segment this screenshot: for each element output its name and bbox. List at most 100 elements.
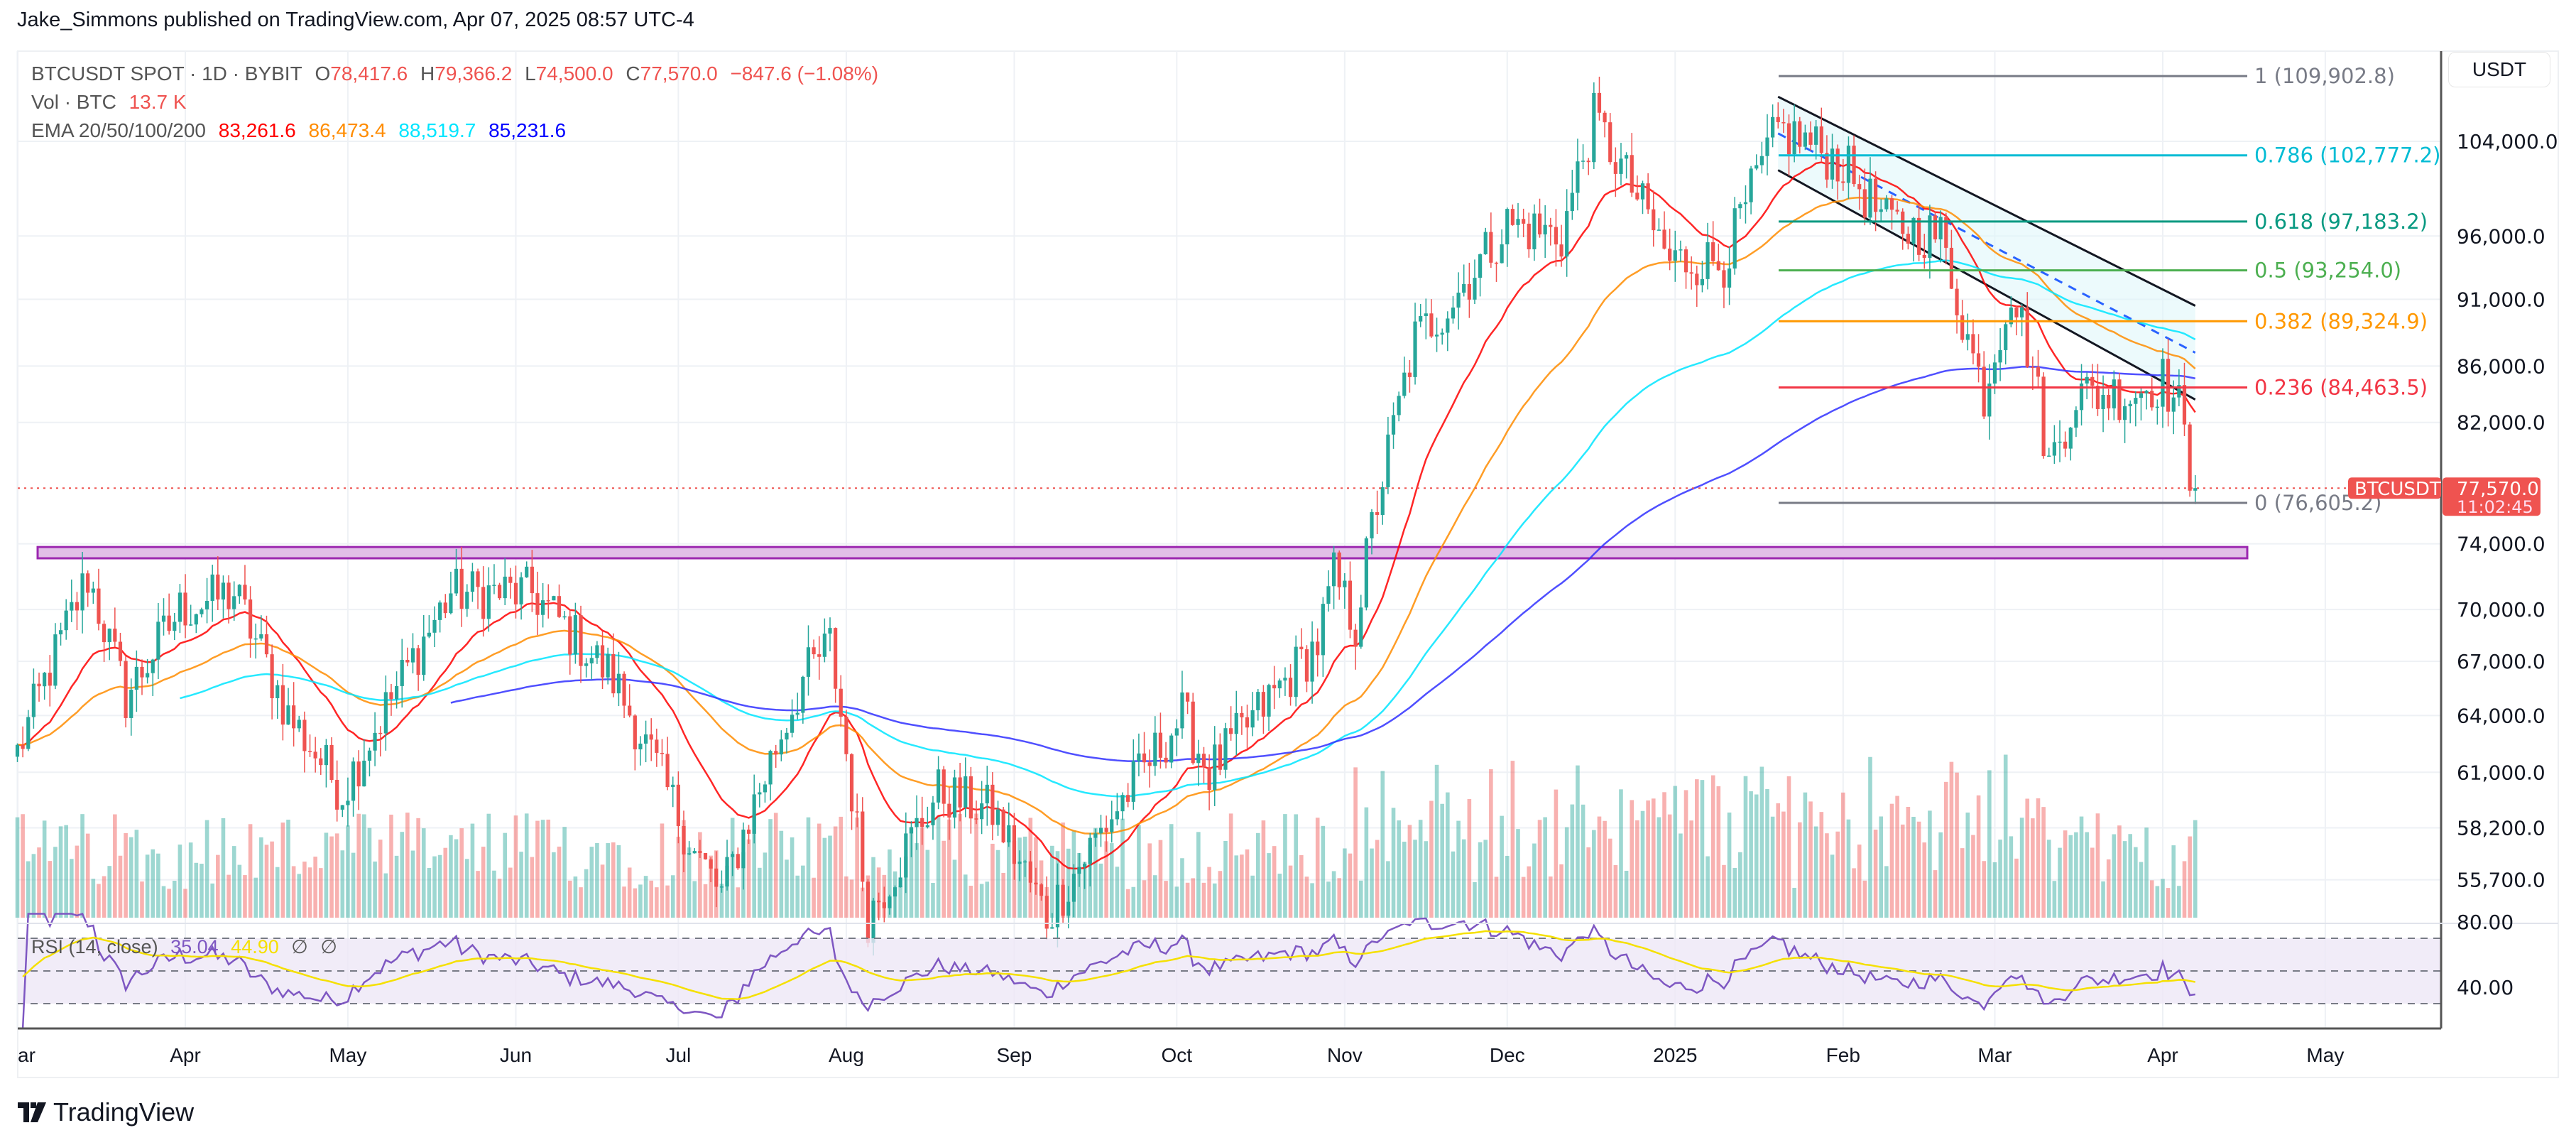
candle-down [968,776,973,819]
time-tick-label: Apr [170,1044,201,1066]
volume-bar [567,880,572,918]
volume-bar [1889,803,1894,918]
candle-down [1613,162,1617,174]
candle-down [86,573,90,593]
volume-bar [535,820,540,918]
candle-down [1603,112,1607,123]
volume-bar [1201,882,1206,918]
candle-up [1998,349,2002,363]
descending-channel[interactable] [1777,95,2196,401]
channel-lower-line[interactable] [1777,169,2196,401]
candle-up [1120,795,1125,812]
symbol-legend[interactable]: BTCUSDT SPOT · 1D · BYBIT O78,417.6 H79,… [31,63,885,85]
candle-up [904,833,908,878]
volume-bar [231,846,236,918]
price-tick-label: 104,000.0 [2457,130,2558,153]
candle-up [64,610,68,631]
volume-bar [595,842,599,918]
volume-bar [497,879,502,918]
ema-legend[interactable]: EMA 20/50/100/200 83,261.6 86,473.4 88,5… [31,119,573,142]
time-tick-label: Nov [1327,1044,1363,1066]
volume-bars [15,754,2198,918]
candle-down [1185,692,1190,702]
candle-down [280,685,285,725]
candle-down [920,818,924,827]
volume-bar [665,885,670,918]
ema100-line [180,259,2196,798]
candle-down [1218,744,1222,770]
candle-up [324,744,329,766]
candle-down [1841,181,1845,183]
volume-bar [97,884,101,918]
support-zone-rect[interactable] [36,545,2249,560]
time-axis[interactable]: ar Apr May Jun Jul Aug Sep Oct Nov Dec 2025 Feb Mar A… [18,1044,2344,1066]
candle-down [476,571,480,587]
low-label: L [525,63,536,85]
volume-bar [1375,840,1380,918]
volume-legend[interactable]: Vol · BTC 13.7 K [31,91,194,114]
candle-down [481,587,486,619]
rsi-na-1: ∅ [291,936,308,957]
volume-bar [871,857,875,918]
countdown-text: 11:02:45 [2457,497,2533,517]
symbol-name[interactable]: BTCUSDT SPOT · 1D · BYBIT [31,63,302,85]
candle-down [1652,209,1656,231]
candle-down [48,673,52,686]
candle-down [812,647,816,655]
tradingview-logo[interactable]: TradingView [18,1097,194,1127]
volume-bar [779,830,784,918]
candle-up [286,705,290,725]
volume-bar [21,814,25,918]
support-zone[interactable] [36,545,2249,560]
time-tick-label: Jul [665,1044,691,1066]
volume-bar [329,836,334,918]
candle-up [985,784,989,804]
candle-up [2009,307,2013,325]
candle-down [307,751,312,752]
volume-bar [2085,832,2089,918]
candle-up [606,653,610,678]
candle-up [1911,217,1916,244]
volume-bar [183,889,187,918]
volume-bar [1337,878,1342,918]
candle-down [947,803,951,818]
rsi-legend[interactable]: RSI (14, close) 35.04 44.90 ∅ ∅ [31,936,344,958]
candle-up [893,887,897,897]
candle-down [459,568,464,609]
candle-down [2182,385,2187,425]
volume-bar [801,865,805,918]
volume-bar [178,845,182,918]
volume-bar [2134,847,2138,918]
candle-down [1304,649,1309,682]
volume-bar [210,883,214,918]
price-axis[interactable]: 104,000.0 96,000.0 91,000.0 86,000.0 82,000.… [2457,130,2558,999]
candle-up [888,896,892,908]
volume-bar [1765,788,1769,918]
time-tick-label: Apr [2147,1044,2178,1066]
volume-bar [270,841,274,918]
candle-up [465,592,469,609]
volume-bar [1066,848,1071,918]
volume-bar [1386,861,1390,918]
candle-down [546,600,550,602]
volume-bar [1613,864,1618,918]
candle-down [1819,126,1823,153]
candle-down [861,811,865,882]
candle-down [568,616,572,655]
candle-up [1397,396,1401,416]
candle-down [513,582,518,604]
volume-bar [297,874,302,918]
candle-up [1879,209,1883,212]
volume-bar [1928,810,1932,918]
candle-up [2058,441,2062,443]
volume-bar [643,876,648,918]
candle-up [91,588,95,593]
time-tick-label: Aug [829,1044,864,1066]
volume-bar [1786,776,1791,918]
candle-down [649,734,653,740]
open-value: 78,417.6 [330,63,408,85]
currency-button[interactable]: USDT [2448,52,2550,87]
candle-down [216,574,220,600]
candle-up [1581,161,1586,162]
